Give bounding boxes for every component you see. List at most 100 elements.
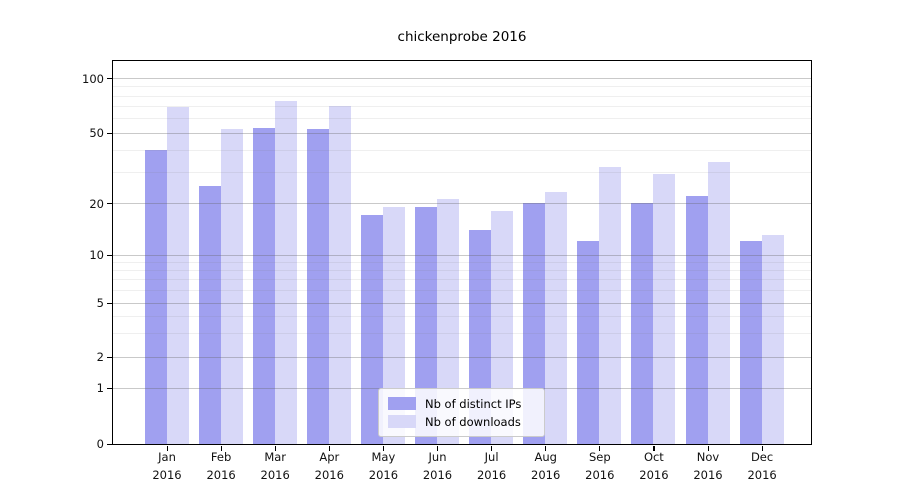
x-tick-label: Jun 2016 <box>408 449 468 484</box>
x-tick-label: Aug 2016 <box>516 449 576 484</box>
y-tick-mark <box>107 302 113 304</box>
y-tick-mark <box>107 254 113 256</box>
x-tick-year: 2016 <box>260 467 290 482</box>
gridline-minor <box>112 171 811 173</box>
y-tick-label: 0 <box>96 437 104 451</box>
chart-title: chickenprobe 2016 <box>397 29 527 45</box>
legend-swatch-distinct-ips <box>388 397 416 410</box>
gridline-major <box>112 78 811 79</box>
y-tick-mark <box>107 387 113 389</box>
x-tick-month: May <box>371 450 396 464</box>
x-tick-month: Sep <box>588 450 611 464</box>
x-tick-year: 2016 <box>639 467 669 482</box>
gridline-minor <box>112 315 811 317</box>
y-tick-label: 10 <box>89 248 104 262</box>
bar-downloads-aug <box>545 192 568 444</box>
x-tick-label: May 2016 <box>353 449 413 484</box>
gridline-major <box>112 203 811 204</box>
x-tick-mark <box>653 445 655 451</box>
gridline-major <box>112 254 811 256</box>
x-tick-year: 2016 <box>747 467 777 482</box>
x-tick-year: 2016 <box>476 467 507 482</box>
bar-downloads-dec <box>761 235 784 444</box>
x-tick-month: Dec <box>750 450 774 464</box>
x-tick-mark <box>328 445 330 451</box>
gridline-minor <box>112 95 811 97</box>
x-tick-label: Nov 2016 <box>678 449 738 484</box>
x-tick-year: 2016 <box>206 467 236 482</box>
x-tick-month: Mar <box>264 450 287 464</box>
legend-swatch-downloads <box>388 415 416 428</box>
x-tick-mark <box>382 445 385 451</box>
gridline-major <box>112 302 811 304</box>
x-tick-month: Oct <box>643 450 664 464</box>
gridline-major <box>112 356 811 358</box>
bar-downloads-oct <box>653 174 676 444</box>
x-tick-month: Nov <box>696 450 720 464</box>
x-tick-month: Jun <box>428 450 447 464</box>
y-tick-label: 20 <box>89 196 104 211</box>
x-tick-mark <box>166 445 168 451</box>
x-tick-mark <box>274 445 276 451</box>
x-tick-label: Jan 2016 <box>137 449 197 484</box>
y-tick-mark <box>107 356 113 358</box>
bar-distinct-ips-apr <box>306 129 329 444</box>
bar-distinct-ips-jan <box>144 149 167 444</box>
bar-downloads-apr <box>328 106 351 444</box>
x-tick-month: Jul <box>484 450 499 464</box>
bar-downloads-jun <box>437 199 459 444</box>
bar-distinct-ips-nov <box>685 195 708 444</box>
x-tick-year: 2016 <box>368 467 399 482</box>
legend: Nb of distinct IPs Nb of downloads <box>378 388 545 437</box>
y-tick-mark <box>107 203 113 205</box>
x-tick-year: 2016 <box>585 467 615 482</box>
gridline-minor <box>112 106 811 108</box>
x-tick-label: Apr 2016 <box>299 449 359 484</box>
x-tick-month: Feb <box>210 450 232 464</box>
bar-downloads-mar <box>274 100 297 444</box>
gridline-minor <box>112 149 811 151</box>
y-tick-mark <box>107 78 113 80</box>
x-tick-label: Sep 2016 <box>570 449 630 484</box>
gridline-minor <box>112 118 811 120</box>
bar-downloads-may <box>382 206 405 444</box>
gridline-minor <box>112 86 811 88</box>
bar-distinct-ips-mar <box>252 127 275 444</box>
bar-distinct-ips-feb <box>198 185 221 444</box>
gridline-major <box>112 132 811 134</box>
x-tick-label: Dec 2016 <box>732 449 792 484</box>
x-tick-label: Jul 2016 <box>462 449 522 484</box>
plot-area <box>111 59 812 445</box>
gridline-minor <box>112 332 811 334</box>
y-tick-label: 50 <box>89 126 104 140</box>
gridline-minor <box>112 261 811 263</box>
legend-label-distinct-ips: Nb of distinct IPs <box>425 396 522 411</box>
x-tick-year: 2016 <box>693 467 723 482</box>
gridline-minor <box>112 289 811 291</box>
legend-label-downloads: Nb of downloads <box>425 414 521 429</box>
bar-downloads-nov <box>707 162 730 444</box>
bar-distinct-ips-may <box>360 215 383 444</box>
legend-item-distinct-ips: Nb of distinct IPs <box>388 397 535 411</box>
y-tick-label: 2 <box>96 350 104 364</box>
x-tick-mark <box>491 445 493 451</box>
x-tick-label: Feb 2016 <box>191 449 251 484</box>
bar-distinct-ips-oct <box>631 203 654 444</box>
x-tick-mark <box>437 445 439 451</box>
x-tick-month: Apr <box>319 450 340 464</box>
x-tick-mark <box>220 445 222 451</box>
bar-downloads-jan <box>166 107 189 444</box>
x-tick-month: Aug <box>534 450 557 464</box>
bar-downloads-sep <box>599 166 622 444</box>
bar-distinct-ips-dec <box>739 240 762 444</box>
x-tick-mark <box>599 445 601 451</box>
x-tick-year: 2016 <box>152 467 182 482</box>
legend-item-downloads: Nb of downloads <box>388 415 535 429</box>
bar-distinct-ips-jun <box>415 206 437 444</box>
x-tick-mark <box>761 445 763 451</box>
x-tick-mark <box>707 445 709 451</box>
y-tick-mark <box>107 443 113 445</box>
x-tick-label: Mar 2016 <box>245 449 305 484</box>
x-tick-year: 2016 <box>531 467 561 482</box>
x-tick-label: Oct 2016 <box>624 449 684 484</box>
